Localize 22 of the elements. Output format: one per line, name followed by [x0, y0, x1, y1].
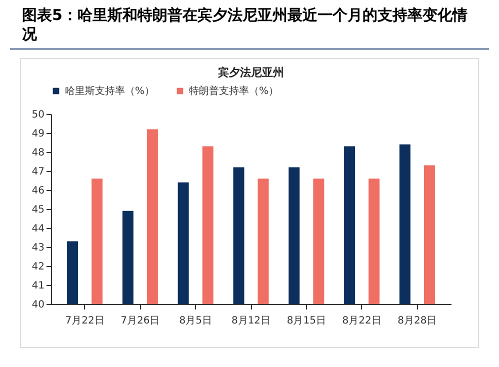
x-tick-label: 8月5日 [179, 316, 212, 326]
y-tick-label: 42 [32, 262, 44, 272]
y-tick-label: 43 [32, 242, 44, 254]
y-tick-label: 44 [32, 224, 44, 234]
legend-label: 特朗普支持率（%） [189, 85, 279, 97]
y-tick-label: 48 [32, 148, 44, 158]
legend-label: 哈里斯支持率（%） [65, 85, 155, 97]
y-tick-label: 49 [32, 128, 44, 140]
y-tick-label: 41 [32, 280, 44, 292]
x-tick-label: 8月22日 [342, 316, 382, 326]
x-tick-label: 8月28日 [398, 316, 437, 326]
x-tick-label: 8月15日 [286, 316, 326, 326]
x-tick-label: 8月12日 [231, 316, 271, 326]
x-tick-label: 7月22日 [65, 316, 104, 326]
chart-subtitle: 宾夕法尼亚州 [217, 66, 284, 79]
x-tick-label: 7月26日 [120, 316, 160, 326]
y-tick-label: 40 [32, 300, 44, 310]
y-tick-label: 46 [32, 186, 44, 196]
chart-title: 图表5：哈里斯和特朗普在宾夕法尼亚州最近一个月的支持率变化情况 [10, 0, 489, 50]
y-tick-label: 50 [32, 110, 44, 120]
y-tick-label: 45 [32, 204, 44, 216]
y-tick-label: 47 [32, 166, 44, 178]
